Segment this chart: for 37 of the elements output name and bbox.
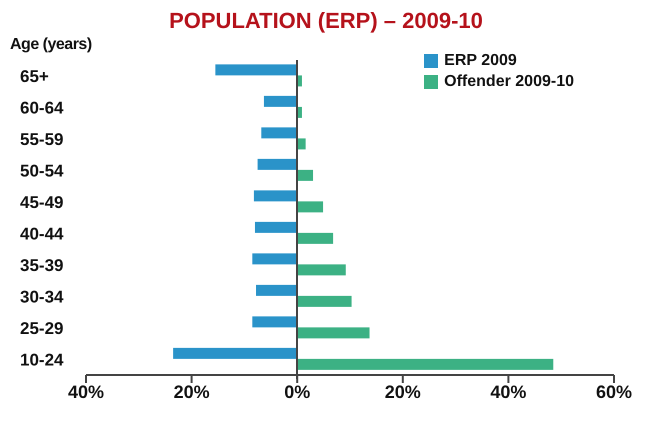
- bar: [297, 264, 346, 276]
- y-tick-label: 40-44: [20, 224, 64, 244]
- y-tick-label: 50-54: [20, 161, 64, 180]
- bar: [297, 170, 314, 181]
- bar: [254, 222, 298, 233]
- bar: [297, 296, 352, 307]
- y-tick-label: 10-24: [20, 350, 64, 370]
- bar: [261, 127, 298, 138]
- x-tick-label: 20%: [174, 382, 210, 402]
- y-tick-label: 25-29: [20, 318, 64, 338]
- bar: [252, 253, 298, 264]
- x-tick-label: 40%: [68, 382, 104, 402]
- bar: [297, 358, 554, 370]
- y-tick-label: 30-34: [20, 287, 64, 306]
- bar: [173, 348, 298, 359]
- x-tick-label: 0%: [284, 382, 310, 402]
- y-axis-title: Age (years): [10, 36, 92, 54]
- bar: [215, 64, 298, 76]
- legend-label: Offender 2009-10: [444, 73, 574, 91]
- bar: [258, 158, 298, 170]
- x-tick-label: 60%: [596, 382, 632, 402]
- chart-title: POPULATION (ERP) – 2009-10: [168, 8, 484, 34]
- y-tick-label: 60-64: [20, 98, 64, 118]
- bar: [264, 96, 298, 107]
- bar: [297, 232, 334, 244]
- x-tick-label: 40%: [490, 382, 526, 402]
- bar: [297, 327, 370, 338]
- legend-label: ERP 2009: [444, 52, 517, 70]
- y-tick-label: 55-59: [20, 130, 64, 149]
- bar: [254, 190, 298, 202]
- bar: [297, 201, 324, 212]
- x-tick-label: 20%: [384, 382, 421, 402]
- bar: [252, 316, 298, 328]
- y-tick-label: 35-39: [20, 256, 64, 275]
- bar: [256, 284, 298, 296]
- y-tick-label: 45-49: [20, 192, 64, 212]
- y-tick-label: 65+: [20, 66, 49, 86]
